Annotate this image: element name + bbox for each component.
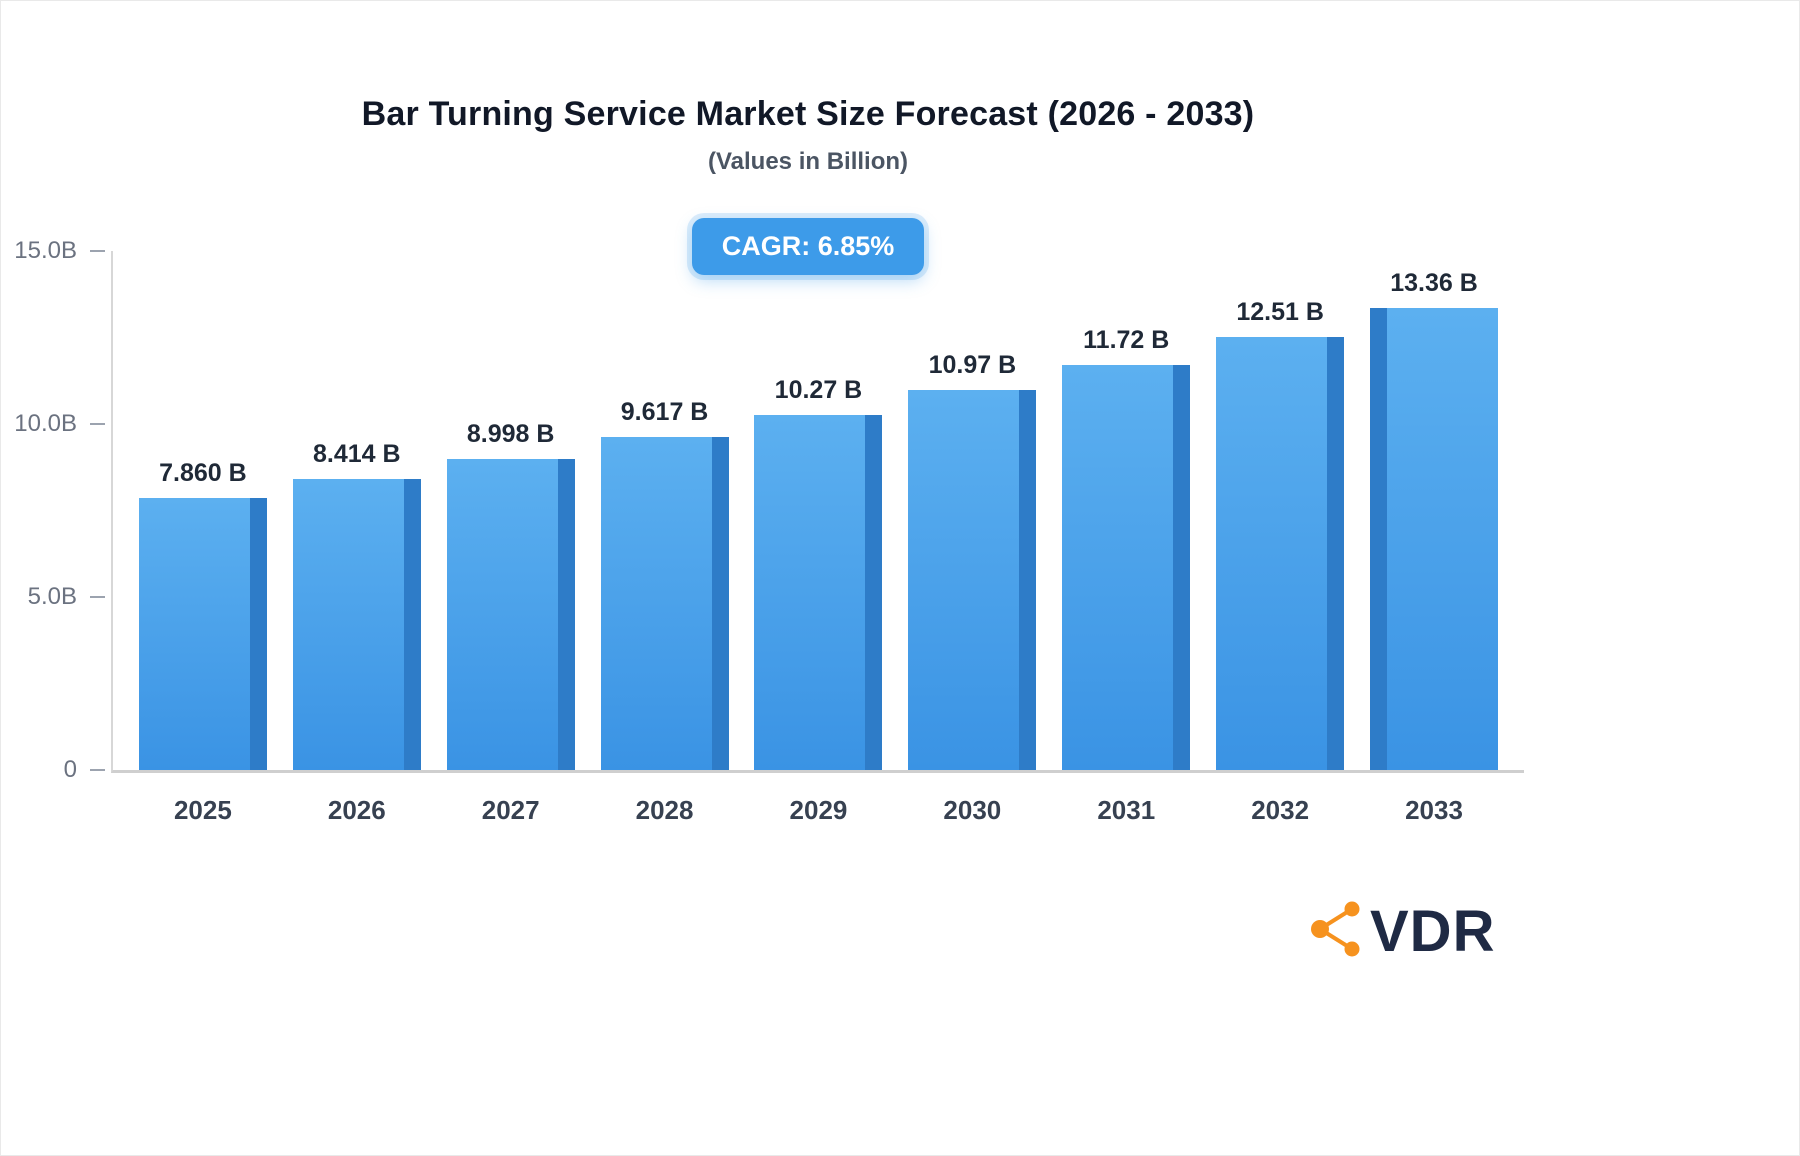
y-tick-mark bbox=[90, 250, 105, 252]
bar-group: 11.72 B 2031 bbox=[1062, 251, 1191, 825]
bar-face bbox=[1062, 364, 1174, 770]
y-tick-mark bbox=[90, 423, 105, 425]
vdr-logo-icon bbox=[1306, 897, 1368, 966]
bar-group: 10.97 B 2030 bbox=[908, 251, 1037, 825]
bar-side-shade bbox=[1173, 364, 1191, 770]
bar-face bbox=[1216, 337, 1328, 770]
bar-side-shade bbox=[1370, 307, 1388, 770]
bar-side-shade bbox=[403, 478, 421, 770]
bar-side-shade bbox=[865, 414, 883, 770]
x-axis-label: 2026 bbox=[327, 795, 386, 825]
vdr-logo: VDR bbox=[1306, 897, 1495, 966]
bar bbox=[138, 498, 267, 770]
x-axis-label: 2031 bbox=[1097, 795, 1156, 825]
bar-face bbox=[908, 390, 1020, 770]
bar-group: 7.860 B 2025 bbox=[138, 251, 267, 825]
x-axis-label: 2032 bbox=[1251, 795, 1310, 825]
bar-face bbox=[446, 458, 558, 770]
bar-side-shade bbox=[1019, 390, 1037, 770]
bar-face bbox=[1387, 307, 1499, 770]
bar bbox=[908, 390, 1037, 770]
bar-side-shade bbox=[1327, 337, 1345, 770]
bar-chart: 15.0B 10.0B 5.0B 0 7.860 B 2025 8.414 B 2026 8.… bbox=[14, 237, 1524, 825]
cagr-badge: CAGR: 6.85% bbox=[691, 218, 925, 275]
bar-group: 8.998 B 2027 bbox=[446, 251, 575, 825]
bar bbox=[600, 437, 729, 770]
vdr-logo-text: VDR bbox=[1370, 899, 1496, 964]
bar-value-label: 13.36 B bbox=[1390, 268, 1478, 297]
y-tick-label: 5.0B bbox=[27, 583, 77, 610]
bar-side-shade bbox=[249, 498, 267, 770]
bar-group: 8.414 B 2026 bbox=[292, 251, 421, 825]
bar-value-label: 12.51 B bbox=[1236, 298, 1324, 327]
bar-value-label: 10.27 B bbox=[774, 375, 863, 404]
bar-group: 10.27 B 2029 bbox=[754, 251, 883, 825]
bar bbox=[446, 458, 575, 770]
bar bbox=[292, 478, 421, 770]
bar bbox=[1062, 364, 1191, 770]
bar-value-label: 10.97 B bbox=[928, 351, 1017, 380]
chart-subtitle: (Values in Billion) bbox=[707, 148, 909, 175]
y-tick-mark bbox=[90, 769, 105, 771]
bar-face bbox=[600, 437, 712, 770]
bar-side-shade bbox=[557, 458, 575, 770]
x-axis-label: 2029 bbox=[789, 795, 848, 825]
bar-face bbox=[292, 478, 404, 770]
chart-header: Bar Turning Service Market Size Forecast… bbox=[1, 1, 1615, 275]
bar bbox=[1216, 337, 1345, 770]
bar-face bbox=[754, 414, 866, 770]
bar bbox=[1370, 307, 1499, 770]
bar-group: 9.617 B 2028 bbox=[600, 251, 729, 825]
chart-title: Bar Turning Service Market Size Forecast… bbox=[361, 95, 1255, 133]
bar-value-label: 8.414 B bbox=[313, 439, 401, 468]
y-tick-mark bbox=[90, 596, 105, 598]
y-axis: 15.0B 10.0B 5.0B 0 bbox=[14, 237, 1524, 783]
bar-group: 13.36 B 2033 bbox=[1370, 251, 1499, 825]
bar bbox=[754, 414, 883, 770]
y-tick-label: 10.0B bbox=[14, 410, 77, 437]
x-axis-label: 2028 bbox=[635, 795, 694, 825]
x-axis-label: 2033 bbox=[1405, 795, 1463, 825]
bar-side-shade bbox=[711, 437, 729, 770]
y-tick-label: 0 bbox=[63, 756, 77, 783]
plot-area: 7.860 B 2025 8.414 B 2026 8.998 B 2027 9.617 B… bbox=[113, 251, 1524, 825]
bar-face bbox=[138, 498, 250, 770]
x-axis-label: 2027 bbox=[481, 795, 540, 825]
x-axis-label: 2025 bbox=[173, 795, 232, 825]
bar-value-label: 7.860 B bbox=[159, 459, 247, 488]
bar-value-label: 9.617 B bbox=[620, 398, 709, 427]
bar-value-label: 8.998 B bbox=[466, 419, 555, 448]
x-axis-label: 2030 bbox=[943, 795, 1002, 825]
bar-group: 12.51 B 2032 bbox=[1216, 251, 1345, 825]
bar-value-label: 11.72 B bbox=[1083, 325, 1170, 354]
y-tick-label: 15.0B bbox=[14, 237, 77, 264]
